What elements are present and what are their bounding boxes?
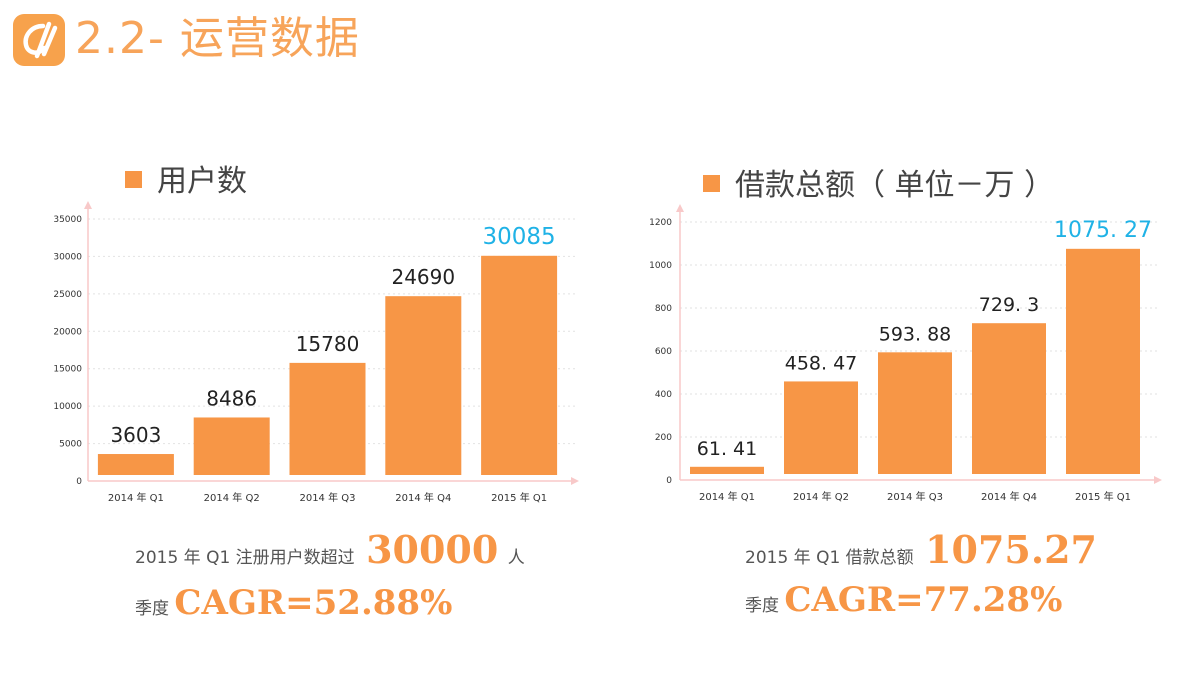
legend-swatch [703,175,720,192]
y-tick-label: 800 [655,304,672,314]
bar [690,466,764,474]
bar [972,323,1046,474]
page-title: 2.2- 运营数据 [75,13,360,64]
x-tick-label: 2014 年 Q4 [395,491,451,504]
data-label: 593. 88 [879,323,952,345]
y-tick-label: 400 [655,390,672,400]
cagr-users-value: CAGR=52.88% [174,583,453,623]
bar [97,454,174,475]
logo-mark-icon [23,21,58,59]
y-tick-label: 200 [655,433,672,443]
summary-users-value: 30000 [366,527,499,572]
legend-swatch [125,171,142,188]
summary-users-unit: 人 [507,548,525,568]
bar [193,417,270,475]
chart-legend-loans: 借款总额（ 单位－万 ） [703,166,1054,206]
summary-loans-text: 2015 年 Q1 借款总额 [745,548,914,568]
summary-loans: 2015 年 Q1 借款总额 1075.27 [745,527,1097,572]
y-axis-arrow [676,204,684,212]
y-tick-label: 25000 [53,290,82,300]
brand-logo [13,14,65,66]
legend-label: 用户数 [157,164,247,199]
x-tick-label: 2014 年 Q4 [981,490,1037,503]
summary-loans-value: 1075.27 [925,527,1097,572]
y-tick-label: 1000 [649,261,672,271]
cagr-loans: 季度 CAGR=77.28% [745,580,1062,620]
chart-legend-users: 用户数 [125,162,247,202]
y-tick-label: 35000 [53,215,82,225]
data-label: 458. 47 [785,352,858,374]
bar [289,362,366,475]
y-tick-label: 600 [655,347,672,357]
cagr-loans-label: 季度 [745,596,779,616]
x-axis-arrow [1154,476,1162,484]
y-tick-label: 20000 [53,327,82,337]
x-tick-label: 2014 年 Q3 [299,491,355,504]
data-label: 15780 [296,332,360,356]
x-tick-label: 2015 年 Q1 [1075,490,1131,503]
x-axis-arrow [571,477,579,485]
x-tick-label: 2014 年 Q2 [793,490,849,503]
y-tick-label: 15000 [53,365,82,375]
cagr-loans-value: CAGR=77.28% [784,580,1063,620]
bar [481,255,558,475]
x-tick-label: 2015 年 Q1 [491,491,547,504]
data-label: 30085 [483,224,556,250]
summary-users-text: 2015 年 Q1 注册用户数超过 [135,548,355,568]
y-axis-arrow [84,201,92,209]
data-label: 24690 [391,265,455,289]
bar [385,296,462,475]
y-tick-label: 0 [76,477,82,487]
y-tick-label: 5000 [59,440,82,450]
cagr-users: 季度 CAGR=52.88% [135,583,452,623]
data-label: 61. 41 [697,438,757,460]
cagr-users-label: 季度 [135,599,169,619]
summary-users: 2015 年 Q1 注册用户数超过 30000 人 [135,527,525,572]
y-tick-label: 0 [666,476,672,486]
data-label: 8486 [206,386,257,410]
data-label: 729. 3 [979,294,1039,316]
y-tick-label: 30000 [53,252,82,262]
data-label: 1075. 27 [1054,218,1152,243]
y-tick-label: 10000 [53,402,82,412]
data-label: 3603 [110,423,161,447]
x-tick-label: 2014 年 Q3 [887,490,943,503]
x-tick-label: 2014 年 Q1 [699,490,755,503]
x-tick-label: 2014 年 Q1 [108,491,164,504]
y-tick-label: 1200 [649,218,672,228]
legend-label: 借款总额（ 单位－万 ） [735,168,1055,203]
x-tick-label: 2014 年 Q2 [204,491,260,504]
bar [878,352,952,474]
bar [1066,248,1140,474]
bar [784,381,858,474]
